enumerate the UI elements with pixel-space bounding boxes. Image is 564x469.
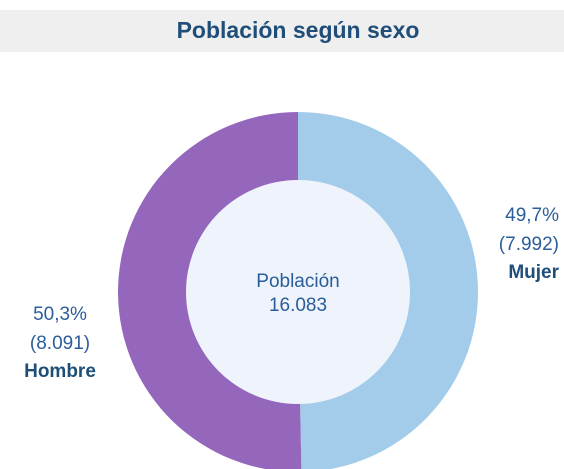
center-total: 16.083	[269, 295, 327, 316]
chart-title: Población según sexo	[177, 17, 420, 43]
slice-name: Hombre	[24, 361, 96, 382]
slice-percent: 49,7%	[505, 205, 559, 226]
center-label: Población	[256, 271, 339, 292]
donut-hole	[186, 180, 410, 404]
slice-percent: 50,3%	[33, 304, 87, 325]
slice-count: (7.992)	[499, 234, 559, 255]
slice-count: (8.091)	[30, 333, 90, 354]
slice-name: Mujer	[508, 262, 559, 283]
title-bar	[0, 10, 564, 52]
